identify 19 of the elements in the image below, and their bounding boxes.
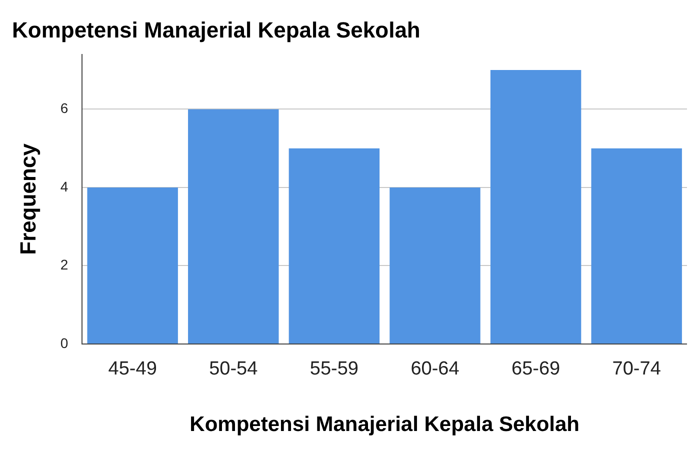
bar	[390, 187, 480, 344]
y-tick-label: 4	[60, 178, 68, 194]
chart-title: Kompetensi Manajerial Kepala Sekolah	[12, 17, 420, 42]
x-tick-label: 45-49	[108, 358, 157, 380]
bar	[288, 148, 380, 344]
bar	[87, 187, 178, 344]
y-tick-label: 6	[60, 100, 68, 116]
bar	[490, 70, 582, 344]
x-tick-label: 60-64	[410, 358, 460, 380]
x-tick-label: 50-54	[209, 358, 258, 380]
y-tick-label: 0	[60, 334, 68, 351]
y-axis-title: Frequency	[15, 142, 40, 255]
y-tick-label: 2	[60, 256, 68, 273]
x-tick-label: 70-74	[612, 358, 662, 380]
x-tick-label: 55-59	[310, 358, 358, 380]
bar	[188, 109, 279, 344]
x-axis-title: Kompetensi Manajerial Kepala Sekolah	[190, 413, 580, 436]
bar	[591, 148, 682, 344]
x-tick-label: 65-69	[511, 358, 560, 380]
